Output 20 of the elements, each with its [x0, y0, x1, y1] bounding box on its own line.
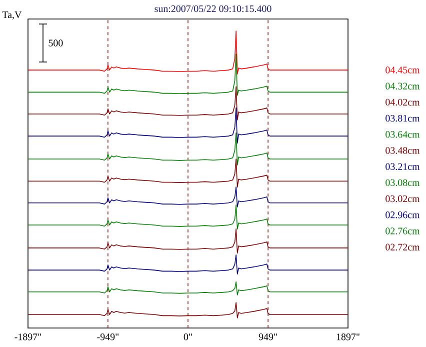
x-tick-label: 1897"	[336, 334, 360, 340]
x-tick-label: -1897"	[14, 334, 42, 340]
text: 03.21cm	[386, 163, 420, 170]
chart-title: sun:2007/05/22 09:10:15.400	[154, 5, 272, 12]
text: 04.45cm	[386, 66, 420, 74]
text: 03.48cm	[386, 147, 420, 154]
x-tick-label: 949"	[258, 334, 277, 340]
x-tick-label: 0"	[184, 334, 192, 340]
text: 02.72cm	[386, 244, 420, 250]
text: 03.64cm	[386, 131, 420, 138]
text: 04.02cm	[386, 98, 420, 106]
x-tick-label: -949"	[97, 334, 119, 340]
y-axis-title: Ta,V	[2, 11, 22, 20]
text: 04.32cm	[386, 82, 420, 90]
text: 02.96cm	[386, 212, 420, 218]
annotation: 500	[48, 40, 63, 46]
text: 03.81cm	[386, 114, 420, 122]
text: 02.76cm	[386, 228, 420, 234]
text: 03.02cm	[386, 195, 420, 202]
text: 03.08cm	[386, 179, 420, 186]
